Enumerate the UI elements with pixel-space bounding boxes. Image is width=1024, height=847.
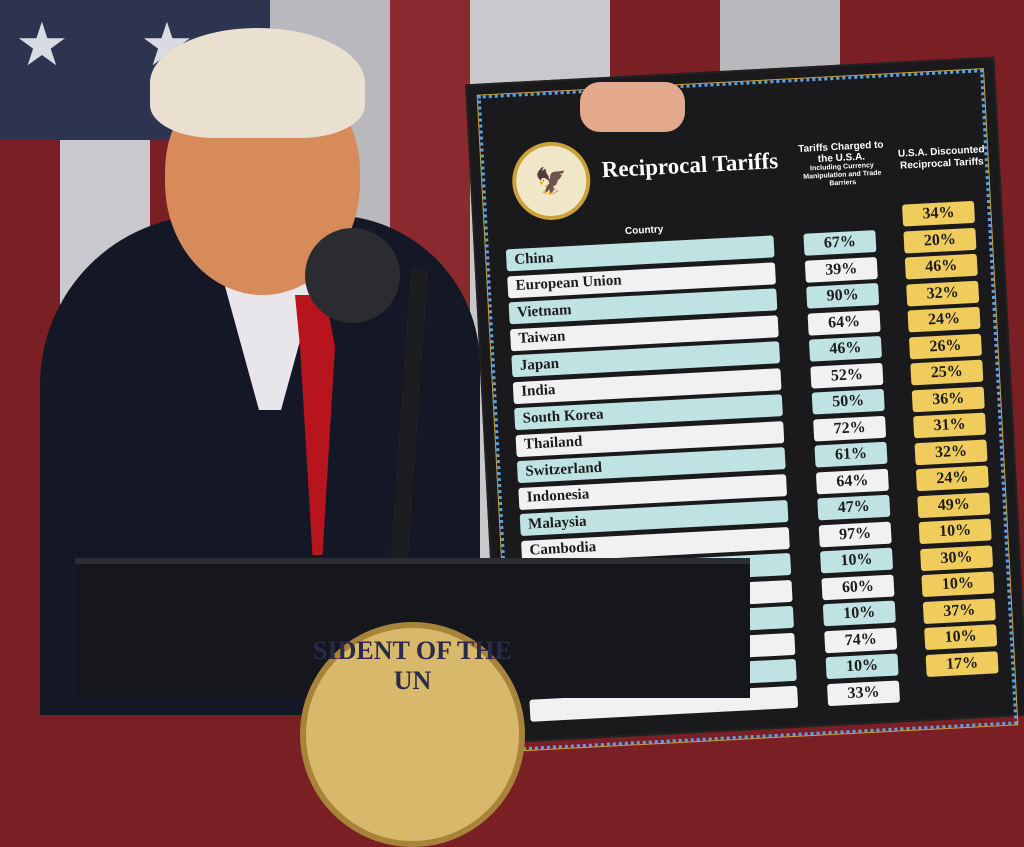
discounted-tariff-value: 10% <box>918 518 992 545</box>
discounted-tariff-value: 24% <box>915 465 989 492</box>
header-charged-label: Tariffs Charged to the U.S.A. <box>797 139 884 165</box>
microphone <box>305 228 400 323</box>
discounted-tariff-value: 32% <box>906 280 980 306</box>
charged-tariff-value: 10% <box>820 547 894 574</box>
discounted-tariff-value: 46% <box>904 253 978 280</box>
discounted-tariff-value: 36% <box>911 386 985 412</box>
charged-tariff-value: 90% <box>806 282 880 309</box>
charged-tariff-value: 60% <box>821 574 895 600</box>
discounted-tariff-value: 34% <box>901 200 976 227</box>
discounted-tariff-value: 25% <box>910 359 984 386</box>
charged-tariff-value: 64% <box>807 309 881 336</box>
charged-tariff-value: 64% <box>815 468 889 494</box>
discounted-tariff-value: 31% <box>913 412 987 439</box>
discounted-tariff-value: 20% <box>903 227 977 254</box>
charged-tariff-value: 39% <box>804 256 878 283</box>
speaker-hair <box>150 28 365 138</box>
header-charged-sub: Including Currency Manipulation and Trad… <box>803 162 882 188</box>
charged-tariff-value: 52% <box>810 362 884 389</box>
header-country: Country <box>624 224 664 238</box>
charged-tariff-value: 33% <box>826 679 901 706</box>
charged-tariff-value: 74% <box>824 627 898 653</box>
charged-tariff-value: 10% <box>822 600 896 627</box>
charged-tariff-value: 50% <box>811 388 885 415</box>
podium-seal: SIDENT OF THE UN <box>300 622 525 847</box>
header-charged: Tariffs Charged to the U.S.A. Including C… <box>796 139 888 190</box>
podium-seal-text: SIDENT OF THE UN <box>313 636 512 695</box>
charged-tariff-value: 46% <box>808 335 882 362</box>
discounted-tariff-value: 24% <box>907 306 981 333</box>
discounted-tariff-value: 30% <box>920 544 994 571</box>
charged-tariff-value: 67% <box>803 230 877 256</box>
charged-tariff-value: 97% <box>818 521 892 547</box>
discounted-tariff-value: 17% <box>925 650 999 677</box>
discounted-tariff-value: 32% <box>914 439 988 465</box>
discounted-tariff-value: 49% <box>917 491 991 518</box>
charged-tariff-value: 72% <box>813 415 887 442</box>
discounted-tariff-value: 10% <box>924 624 998 651</box>
discounted-tariff-value: 10% <box>921 571 995 598</box>
podium: SIDENT OF THE UN <box>75 558 750 847</box>
charged-tariff-value: 10% <box>825 653 899 680</box>
discounted-tariff-value: 37% <box>922 597 996 624</box>
charged-tariff-value: 47% <box>817 494 891 521</box>
discounted-tariff-value: 26% <box>908 333 982 359</box>
hand <box>580 82 685 132</box>
charged-tariff-value: 61% <box>814 441 888 468</box>
